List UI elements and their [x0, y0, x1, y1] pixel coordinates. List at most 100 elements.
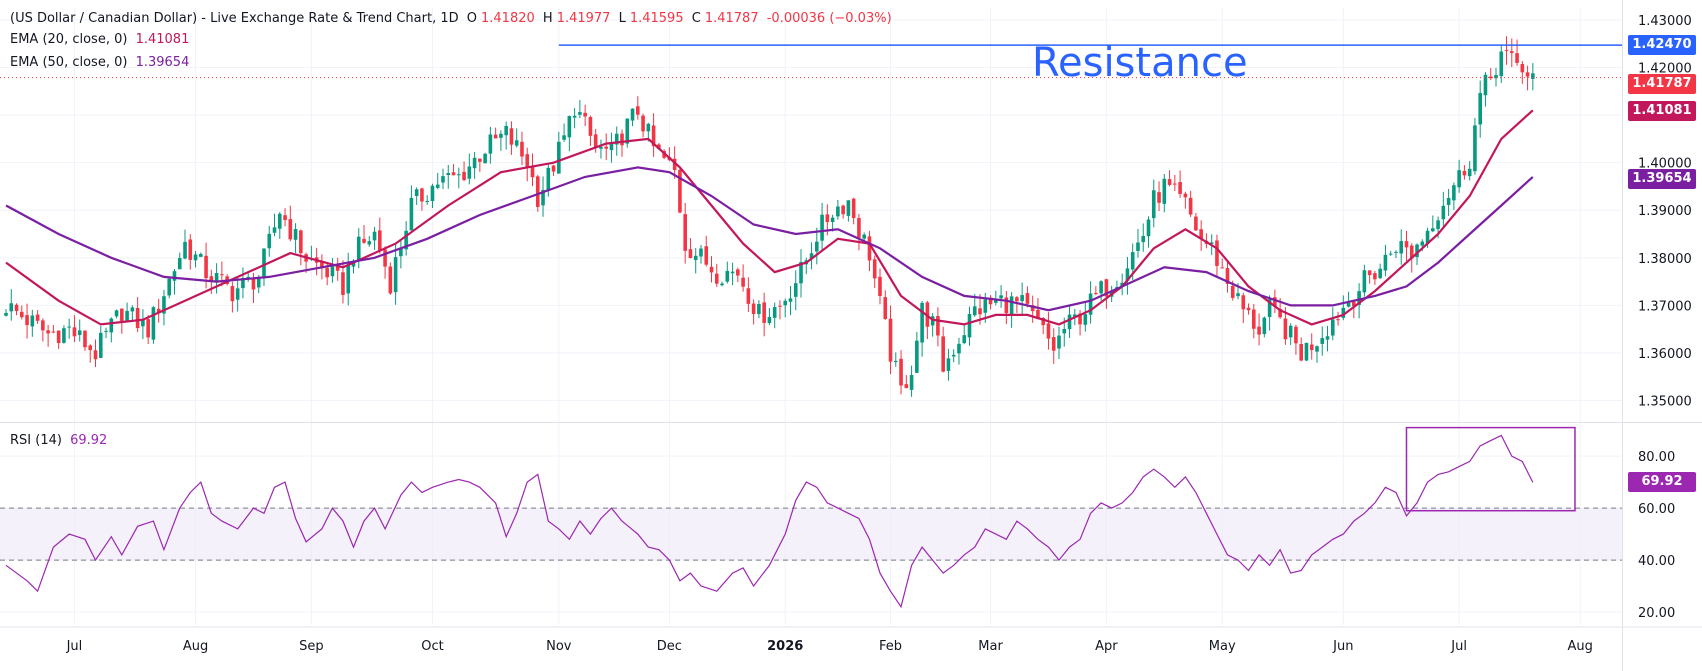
candle-body — [172, 271, 177, 281]
candle-body — [725, 270, 730, 282]
candle-body — [98, 332, 103, 358]
rsi-tick-label: 20.00 — [1638, 606, 1675, 621]
candle-body — [1309, 344, 1314, 351]
candle-body — [425, 201, 429, 203]
candle-body — [77, 330, 82, 336]
candle-body — [19, 311, 24, 318]
candle-body — [999, 295, 1003, 299]
candle-body — [1130, 252, 1135, 270]
ema50-price-badge: 1.39654 — [1628, 169, 1696, 190]
candle-body — [62, 328, 66, 343]
candle-body — [672, 158, 677, 170]
candle-body — [1241, 295, 1246, 310]
candle-body — [420, 188, 424, 202]
candle-body — [867, 236, 872, 261]
ema20-label: EMA (20, close, 0) — [10, 32, 128, 47]
candle-body — [446, 173, 451, 175]
candle-body — [762, 302, 766, 323]
candle-body — [709, 266, 714, 273]
candle-body — [593, 134, 598, 148]
candle-body — [1273, 297, 1277, 307]
month-tick-label: 2026 — [767, 639, 803, 654]
candle-body — [393, 257, 398, 293]
rsi-value: 69.92 — [70, 433, 108, 448]
candle-body — [862, 234, 866, 239]
candle-body — [872, 259, 877, 279]
candle-body — [483, 153, 487, 164]
candle-body — [688, 249, 693, 259]
candle-body — [388, 266, 393, 294]
candle-body — [1478, 93, 1482, 125]
ema50-legend[interactable]: EMA (50, close, 0) 1.39654 — [10, 55, 193, 70]
candle-body — [25, 315, 29, 326]
candle-body — [1215, 240, 1219, 266]
candle-body — [246, 276, 250, 279]
candle-body — [441, 176, 445, 183]
candle-body — [72, 327, 77, 337]
candle-body — [1083, 314, 1088, 325]
candle-body — [909, 375, 914, 390]
price-tick-label: 1.35000 — [1638, 395, 1692, 410]
candle-body — [346, 264, 351, 294]
candle-body — [1515, 53, 1519, 63]
candle-body — [251, 278, 256, 290]
candle-body — [546, 167, 551, 192]
candle-body — [915, 340, 919, 373]
candle-body — [1194, 216, 1198, 231]
candle-body — [167, 278, 172, 296]
rsi-value-badge: 69.92 — [1628, 472, 1696, 493]
candle-body — [299, 230, 303, 254]
candle-body — [1036, 309, 1040, 320]
candle-body — [651, 125, 656, 147]
candle-body — [657, 144, 661, 149]
candle-body — [125, 310, 129, 321]
candle-body — [41, 320, 45, 331]
candle-body — [430, 185, 435, 202]
candle-body — [1457, 170, 1461, 188]
rsi-highlight-box — [1405, 426, 1576, 512]
candle-body — [1025, 293, 1030, 304]
candle-body — [120, 308, 124, 322]
candle-body — [830, 217, 835, 223]
change-value: -0.00036 (−0.03%) — [766, 11, 892, 26]
month-tick-label: Aug — [183, 639, 208, 654]
candle-body — [778, 305, 782, 307]
candle-body — [1057, 335, 1061, 349]
candle-body — [899, 358, 903, 386]
indicator-lines — [0, 44, 1622, 609]
candle-body — [1362, 270, 1367, 293]
candle-body — [130, 307, 135, 312]
low-key: L — [618, 11, 626, 26]
candle-body — [277, 213, 282, 229]
candle-body — [162, 296, 166, 314]
rsi-line — [5, 434, 1534, 609]
candle-body — [1315, 346, 1319, 352]
candle-body — [1041, 318, 1046, 326]
candle-body — [741, 277, 745, 287]
open-key: O — [466, 11, 477, 26]
candle-body — [1346, 302, 1351, 307]
rsi-legend[interactable]: RSI (14) 69.92 — [10, 433, 111, 448]
candle-body — [1220, 267, 1225, 269]
candle-body — [630, 108, 635, 121]
candle-body — [67, 326, 71, 328]
candle-body — [4, 312, 8, 316]
candle-body — [325, 267, 329, 278]
candle-body — [451, 172, 456, 176]
ema20-legend[interactable]: EMA (20, close, 0) 1.41081 — [10, 32, 193, 47]
candle-body — [1209, 242, 1214, 244]
candle-body — [1441, 205, 1446, 220]
candle-body — [283, 215, 287, 220]
candle-body — [204, 255, 208, 279]
candle-body — [51, 331, 56, 333]
candle-body — [1394, 251, 1398, 253]
candle-body — [1373, 273, 1377, 280]
candle-body — [1004, 297, 1009, 314]
candle-body — [825, 214, 830, 223]
candle-body — [1262, 317, 1267, 334]
price-tick-label: 1.36000 — [1638, 347, 1692, 362]
month-tick-label: May — [1209, 639, 1236, 654]
candle-body — [356, 236, 361, 261]
candle-body — [578, 112, 582, 115]
